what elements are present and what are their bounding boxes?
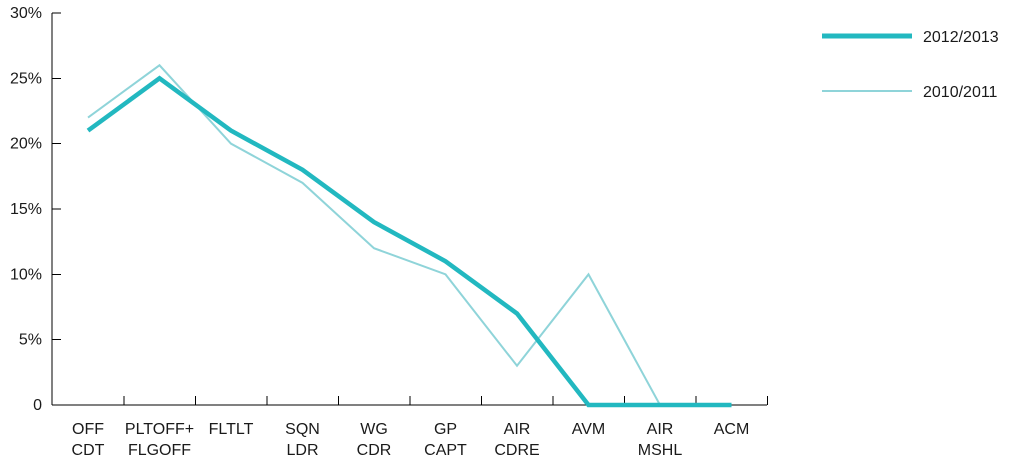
- y-tick-label: 5%: [19, 332, 42, 349]
- x-tick-label: SQN: [285, 421, 320, 438]
- y-tick-label: 10%: [10, 266, 42, 283]
- y-tick-label: 30%: [10, 5, 42, 22]
- series-line-1: [87, 63, 732, 406]
- x-tick-label: MSHL: [638, 442, 683, 459]
- x-tick-label: LDR: [286, 442, 318, 459]
- x-tick-label: FLTLT: [209, 421, 254, 438]
- legend-label-0: 2012/2013: [923, 29, 999, 46]
- axes: 0 5% 10% 15% 20% 25% 30% OFF CDT PLTOFF+ FLGOFF FLT…: [10, 5, 768, 459]
- series-line-0: [86, 75, 732, 408]
- y-tick-label: 25%: [10, 70, 42, 87]
- x-tick-label: GP: [434, 421, 457, 438]
- x-tick-label: CDR: [357, 442, 392, 459]
- legend-label-1: 2010/2011: [923, 84, 998, 101]
- x-tick-label: ACM: [714, 421, 750, 438]
- x-tick-label: PLTOFF+: [125, 421, 194, 438]
- x-tick-label: AVM: [572, 421, 605, 438]
- x-tick-label: FLGOFF: [128, 442, 191, 459]
- y-tick-label: 20%: [10, 136, 42, 153]
- legend: 2012/2013 2010/2011: [822, 29, 999, 101]
- x-tick-label: AIR: [504, 421, 531, 438]
- x-tick-label: CDT: [72, 442, 105, 459]
- x-tick-label: OFF: [72, 421, 104, 438]
- x-tick-label: CAPT: [424, 442, 467, 459]
- x-tick-label: CDRE: [494, 442, 539, 459]
- y-tick-label: 0: [33, 397, 42, 414]
- y-tick-label: 15%: [10, 201, 42, 218]
- x-tick-label: AIR: [647, 421, 674, 438]
- series-lines: [86, 63, 732, 408]
- x-tick-label: WG: [360, 421, 388, 438]
